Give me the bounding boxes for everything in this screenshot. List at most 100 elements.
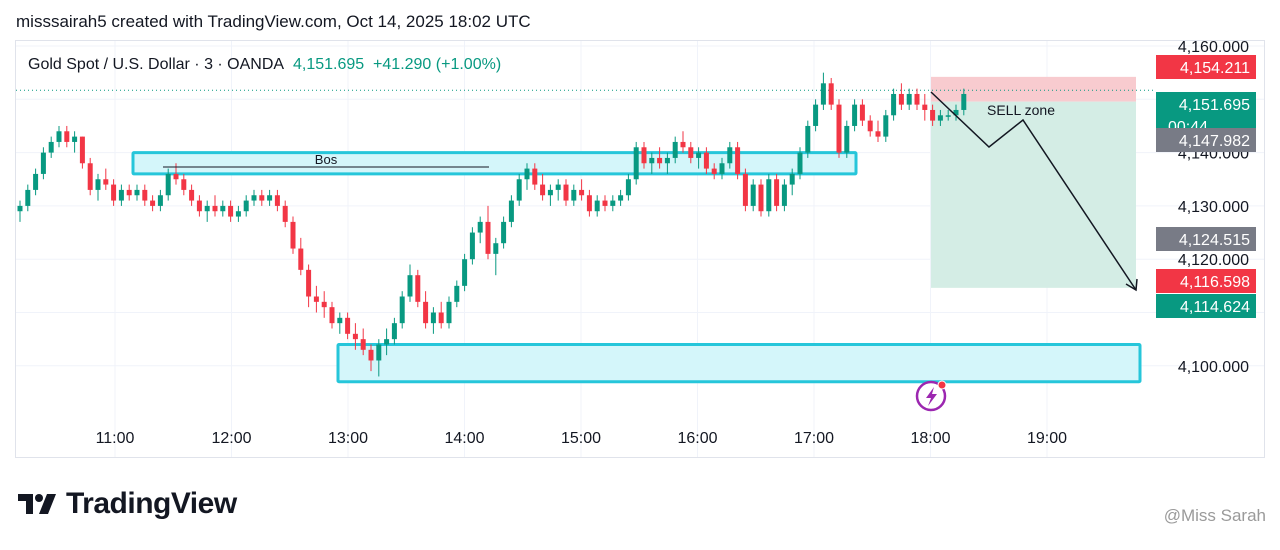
candle-body [423, 301, 429, 324]
candle-body [95, 179, 101, 190]
candle-body [196, 200, 202, 212]
price-tag [1156, 294, 1256, 318]
candle-body [813, 104, 819, 126]
candle-body [282, 205, 288, 222]
candle-body [126, 189, 132, 196]
price-tag-label: 4,124.515 [1179, 232, 1250, 249]
y-tick-label: 4,130.000 [1178, 199, 1249, 216]
candle-body [805, 125, 811, 153]
candle-body [274, 195, 280, 206]
candle-body [649, 157, 655, 164]
price-tag [1156, 128, 1256, 152]
candle-body [72, 136, 78, 142]
price-change: +41.290 (+1.00%) [373, 56, 502, 73]
candle-body [493, 243, 499, 254]
candle-body [711, 168, 717, 174]
symbol-bar[interactable]: Gold Spot / U.S. Dollar · 3 · OANDA 4,15… [28, 56, 501, 74]
candle-body [48, 141, 54, 153]
candle-body [17, 205, 23, 212]
candle-body [758, 184, 764, 212]
candle-body [313, 296, 319, 302]
candle-body [251, 195, 257, 201]
price-tag-label: 4,147.982 [1179, 133, 1250, 150]
price-tag-label: 4,116.598 [1180, 274, 1250, 291]
candle-body [516, 179, 522, 201]
tradingview-logo-icon [18, 494, 56, 514]
header-caption: misssairah5 created with TradingView.com… [16, 12, 531, 31]
candle-body [672, 141, 678, 158]
candle-body [828, 83, 834, 105]
candle-body [633, 147, 639, 180]
x-tick-label: 13:00 [328, 430, 368, 447]
candle-body [852, 104, 858, 126]
candle-body [56, 131, 62, 142]
candle-body [953, 109, 959, 116]
x-tick-label: 16:00 [677, 430, 717, 447]
watermark: @Miss Sarah [1163, 506, 1266, 525]
sell-path-arrow [930, 91, 1137, 291]
candle-body [485, 221, 491, 254]
candle-body [680, 141, 686, 148]
candle-body [345, 317, 351, 334]
last-price: 4,151.695 [292, 56, 365, 73]
x-tick-label: 14:00 [444, 430, 484, 447]
arrow-head [1125, 278, 1138, 292]
candle-body [735, 147, 741, 174]
candle-body [469, 232, 475, 260]
price-tag-label: 4,151.695 [1179, 97, 1250, 114]
y-tick-label: 4,160.000 [1178, 39, 1249, 56]
candle-body [781, 184, 787, 206]
price-tag-label: 4,114.624 [1180, 299, 1250, 316]
candle-body [173, 173, 179, 180]
candle-body [150, 200, 156, 206]
candle-body [103, 179, 109, 185]
candle-body [703, 152, 709, 169]
lightning-bolt-icon [926, 387, 937, 406]
candle-body [610, 200, 616, 206]
x-tick-label: 11:00 [96, 430, 135, 447]
candle-body [329, 307, 335, 324]
x-tick-label: 17:00 [794, 430, 834, 447]
symbol-name: Gold Spot / U.S. Dollar · 3 · OANDA [28, 56, 285, 73]
candle-body [259, 195, 265, 201]
candle-body [719, 163, 725, 174]
candle-body [859, 104, 865, 121]
candle-body [742, 173, 748, 206]
candle-body [664, 157, 670, 164]
candle-body [797, 152, 803, 174]
candle-body [875, 131, 881, 137]
candle-body [220, 205, 226, 212]
candle-body [820, 83, 826, 105]
candle-body [867, 120, 873, 132]
candle-body [563, 184, 569, 201]
tradingview-logo[interactable]: TradingView [18, 486, 237, 522]
candle-body [945, 115, 951, 117]
candle-body [235, 211, 241, 217]
candle-body [625, 179, 631, 196]
candle-body [898, 93, 904, 105]
candle-body [657, 157, 663, 164]
candle-body [532, 168, 538, 185]
candle-body [228, 205, 234, 217]
candle-body [727, 147, 733, 164]
x-tick-label: 12:00 [211, 430, 251, 447]
sell-zone-label: SELL zone [987, 102, 1055, 118]
candle-body [547, 189, 553, 196]
candle-body [391, 323, 397, 340]
candle-body [766, 179, 772, 212]
candle-body [501, 221, 507, 244]
candle-body [688, 147, 694, 158]
candle-body [415, 275, 421, 302]
candle-body [930, 109, 936, 121]
candle-body [352, 333, 358, 340]
demand-zone [336, 342, 1142, 384]
candle-body [376, 344, 382, 361]
candle-body [789, 173, 795, 185]
candle-body [212, 205, 218, 212]
price-tag [1156, 55, 1256, 79]
notification-dot-icon [937, 380, 947, 390]
candle-body [922, 104, 928, 110]
candle-body [906, 93, 912, 105]
candle-body [407, 275, 413, 297]
